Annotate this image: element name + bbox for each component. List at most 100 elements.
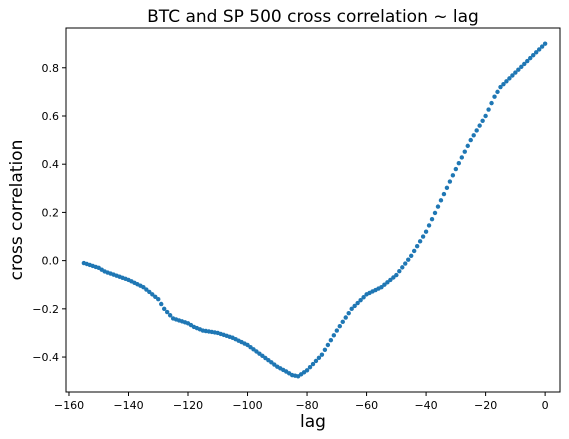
data-point [441,191,447,197]
y-tick-label: 0.2 [42,206,60,219]
data-point [516,67,521,72]
data-point [498,84,503,90]
data-point [432,210,438,216]
data-point [391,275,396,280]
data-point [528,55,533,61]
data-point [162,306,167,312]
data-point [394,272,399,278]
data-point [328,337,334,343]
data-point [536,47,542,52]
data-point [397,269,402,274]
data-point [361,295,366,300]
y-axis-label: cross correlation [7,140,27,281]
data-point [343,315,348,320]
data-point [513,70,518,75]
data-point [310,361,316,367]
data-point [507,76,512,81]
data-point [474,128,479,133]
x-tick-label: −140 [113,399,143,412]
y-tick-label: 0.6 [42,110,60,123]
data-point [385,280,390,285]
data-point [453,166,459,172]
data-point [504,79,509,84]
y-tick-label: −0.4 [32,351,59,364]
data-point [465,143,470,149]
data-point [519,64,524,70]
data-point [325,342,331,348]
data-point [542,41,548,46]
data-point [480,118,485,124]
y-axis-ticks: −0.4 −0.2 0.0 0.2 0.4 0.6 0.8 [32,62,66,364]
x-tick-label: −20 [474,399,497,412]
data-point [486,107,491,112]
x-tick-label: −80 [295,399,318,412]
data-point [304,368,310,373]
data-point [444,185,450,191]
data-point [468,137,473,143]
plot-frame [65,27,561,393]
data-point [150,292,155,297]
x-tick-label: 0 [542,399,549,412]
data-point [403,261,408,266]
data-point [319,352,325,357]
data-point [456,161,462,166]
data-point [144,287,149,292]
y-tick-label: 0.0 [42,255,60,268]
data-point [406,257,411,262]
data-point [414,243,420,249]
data-point [352,303,357,309]
chart-title: BTC and SP 500 cross correlation ~ lag [147,7,479,27]
data-point [489,100,494,106]
x-tick-label: −40 [414,399,437,412]
data-point [358,297,363,303]
data-point [539,44,545,49]
data-point [167,313,173,318]
data-point [420,234,426,239]
data-point [159,301,164,307]
data-point [334,328,340,333]
data-point [462,149,467,154]
data-point [147,289,152,295]
data-point [426,223,432,228]
data-point [531,53,536,58]
y-tick-label: −0.2 [32,303,59,316]
data-point [409,253,414,258]
data-point [501,81,506,87]
data-point [435,204,441,209]
data-point [331,333,337,338]
data-point [483,113,488,119]
data-point [313,358,319,364]
data-point [379,284,384,290]
data-point [495,89,500,95]
data-point [423,229,429,234]
data-point [411,248,417,254]
x-tick-label: −60 [355,399,378,412]
data-point [400,265,405,270]
scatter-points [81,41,548,379]
data-point [429,216,435,222]
data-point [450,173,456,178]
x-axis-ticks: −160 −140 −120 −100 −80 −60 −40 −20 0 [54,392,549,412]
data-point [388,277,393,283]
data-point [447,179,453,184]
data-point [477,123,482,128]
data-point [417,239,423,244]
data-point [525,58,530,64]
x-tick-label: −120 [173,399,203,412]
y-tick-label: 0.8 [42,62,60,75]
data-point [316,355,322,360]
data-point [438,198,444,203]
data-point [153,294,158,299]
data-point [340,319,345,325]
x-tick-label: −100 [232,399,262,412]
data-point [471,133,476,138]
data-point [492,94,497,99]
data-point [141,284,146,290]
data-point [510,73,515,78]
data-point [307,364,313,370]
data-point [355,300,360,306]
data-point [164,309,170,315]
y-tick-label: 0.4 [42,158,60,171]
data-point [156,296,161,302]
